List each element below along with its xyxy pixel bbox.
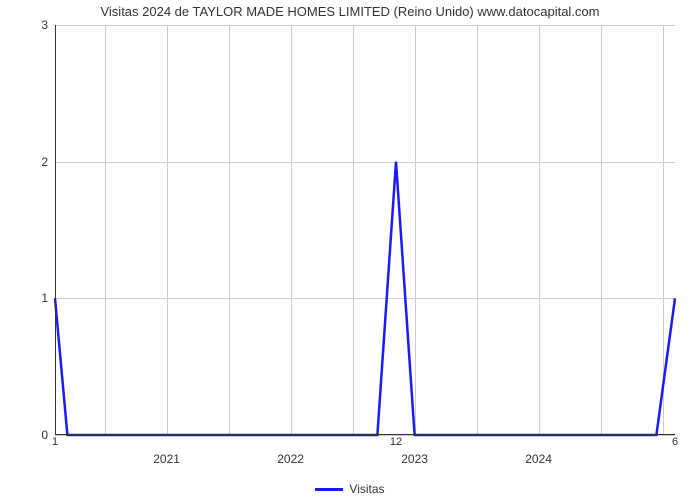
x-axis — [55, 434, 675, 435]
x-tick-label-minor: 1 — [52, 436, 58, 448]
legend-label: Visitas — [349, 482, 384, 496]
chart-title: Visitas 2024 de TAYLOR MADE HOMES LIMITE… — [0, 4, 700, 19]
y-tick-label: 2 — [8, 155, 48, 169]
x-tick-label-year: 2024 — [525, 452, 552, 466]
y-tick-label: 1 — [8, 291, 48, 305]
legend: Visitas — [0, 482, 700, 496]
plot-area — [55, 25, 675, 435]
legend-swatch — [315, 488, 343, 491]
x-tick-label-year: 2021 — [153, 452, 180, 466]
x-tick-label-year: 2022 — [277, 452, 304, 466]
y-tick-label: 0 — [8, 428, 48, 442]
line-series — [55, 25, 675, 435]
x-tick-label-minor: 12 — [390, 436, 402, 448]
chart-container: Visitas 2024 de TAYLOR MADE HOMES LIMITE… — [0, 0, 700, 500]
x-tick-label-minor: 6 — [672, 436, 678, 448]
x-tick-label-year: 2023 — [401, 452, 428, 466]
y-tick-label: 3 — [8, 18, 48, 32]
y-axis — [55, 25, 56, 435]
